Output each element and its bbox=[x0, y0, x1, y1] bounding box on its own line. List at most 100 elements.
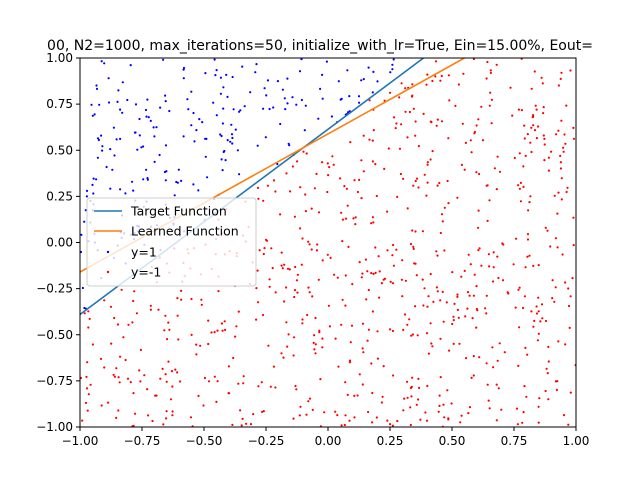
point-negative bbox=[431, 79, 434, 83]
point-negative bbox=[472, 294, 475, 297]
point-negative bbox=[415, 177, 419, 180]
point-positive bbox=[152, 126, 155, 129]
point-positive bbox=[325, 60, 328, 63]
point-negative bbox=[530, 126, 533, 129]
point-negative bbox=[256, 186, 260, 189]
point-negative bbox=[567, 423, 570, 426]
point-negative bbox=[442, 403, 445, 406]
point-negative bbox=[477, 118, 480, 121]
point-negative bbox=[261, 410, 264, 413]
point-negative bbox=[414, 230, 417, 233]
point-negative bbox=[349, 341, 352, 344]
point-negative bbox=[110, 342, 113, 345]
point-negative bbox=[470, 151, 473, 154]
point-positive bbox=[372, 70, 375, 73]
point-negative bbox=[326, 190, 329, 194]
point-negative bbox=[497, 387, 500, 390]
point-negative bbox=[308, 397, 312, 400]
point-negative bbox=[199, 344, 202, 347]
point-negative bbox=[361, 383, 364, 386]
point-negative bbox=[411, 83, 414, 86]
point-negative bbox=[267, 344, 270, 347]
point-positive bbox=[254, 71, 257, 74]
point-negative bbox=[168, 328, 171, 331]
point-positive bbox=[182, 135, 185, 138]
point-negative bbox=[286, 267, 290, 270]
point-negative bbox=[358, 261, 361, 264]
point-negative bbox=[86, 361, 89, 364]
point-positive bbox=[268, 107, 271, 111]
point-negative bbox=[569, 391, 572, 394]
point-negative bbox=[346, 393, 349, 396]
point-negative bbox=[103, 366, 106, 369]
point-negative bbox=[547, 169, 551, 172]
point-negative bbox=[467, 253, 470, 256]
point-negative bbox=[414, 305, 417, 308]
point-negative bbox=[526, 255, 529, 258]
point-positive bbox=[164, 100, 167, 103]
point-negative bbox=[353, 179, 356, 182]
point-negative bbox=[525, 395, 528, 398]
point-negative bbox=[354, 223, 357, 226]
point-negative bbox=[554, 286, 557, 289]
point-negative bbox=[280, 264, 283, 267]
point-negative bbox=[234, 335, 237, 338]
point-negative bbox=[412, 184, 415, 187]
point-negative bbox=[396, 419, 399, 423]
point-negative bbox=[237, 310, 240, 313]
point-negative bbox=[537, 405, 540, 408]
point-negative bbox=[528, 201, 531, 204]
point-negative bbox=[559, 77, 562, 80]
point-negative bbox=[569, 295, 572, 298]
point-negative bbox=[353, 416, 356, 419]
point-negative bbox=[85, 387, 89, 390]
point-negative bbox=[472, 355, 475, 358]
point-negative bbox=[329, 256, 332, 259]
point-positive bbox=[103, 62, 106, 65]
point-negative bbox=[559, 167, 563, 170]
point-negative bbox=[417, 145, 420, 148]
point-negative bbox=[351, 283, 354, 286]
point-negative bbox=[421, 230, 424, 233]
point-positive bbox=[138, 134, 141, 137]
point-negative bbox=[458, 342, 461, 345]
point-positive bbox=[231, 142, 234, 145]
point-negative bbox=[551, 279, 554, 282]
point-negative bbox=[200, 303, 203, 306]
point-negative bbox=[404, 87, 407, 90]
point-negative bbox=[535, 305, 538, 308]
point-negative bbox=[370, 222, 373, 225]
point-negative bbox=[376, 330, 379, 333]
point-negative bbox=[372, 129, 375, 132]
point-positive bbox=[321, 97, 324, 100]
point-negative bbox=[300, 263, 303, 266]
point-negative bbox=[425, 419, 429, 422]
point-negative bbox=[415, 403, 418, 406]
point-negative bbox=[391, 424, 394, 427]
point-negative bbox=[408, 110, 411, 114]
point-negative bbox=[135, 312, 138, 315]
point-negative bbox=[161, 367, 164, 370]
point-negative bbox=[563, 133, 566, 136]
point-negative bbox=[202, 404, 205, 407]
point-negative bbox=[507, 292, 510, 295]
point-positive bbox=[367, 66, 370, 69]
point-negative bbox=[547, 360, 550, 363]
point-negative bbox=[215, 400, 218, 403]
point-negative bbox=[190, 297, 193, 301]
point-positive bbox=[238, 110, 241, 113]
point-negative bbox=[371, 216, 374, 219]
point-negative bbox=[285, 172, 288, 175]
point-positive bbox=[100, 134, 103, 137]
point-positive bbox=[222, 150, 225, 154]
point-positive bbox=[340, 97, 343, 100]
point-negative bbox=[117, 409, 120, 412]
point-negative bbox=[469, 139, 472, 142]
point-negative bbox=[327, 174, 330, 177]
point-positive bbox=[138, 117, 141, 121]
point-positive bbox=[391, 68, 394, 71]
point-negative bbox=[414, 134, 417, 137]
point-negative bbox=[263, 247, 266, 250]
point-negative bbox=[349, 141, 352, 144]
